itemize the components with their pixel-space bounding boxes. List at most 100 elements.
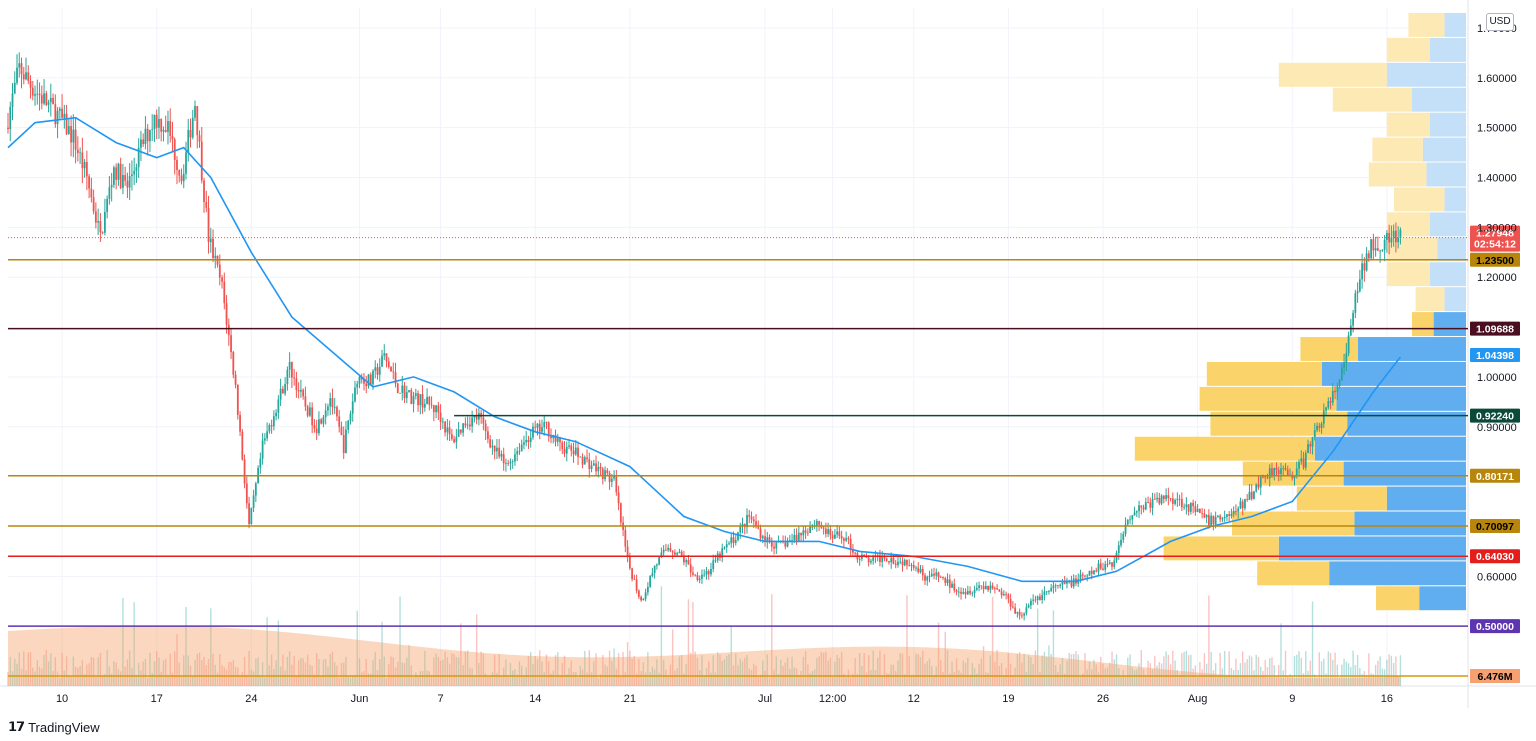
volume-bar <box>374 651 376 686</box>
volume-bar <box>852 673 854 686</box>
volume-bar <box>1363 671 1366 686</box>
volume-bar <box>775 656 778 686</box>
price-axis[interactable]: 1.23500 1.09688 1.04398 0.92240 0.80171 0.700… <box>1470 23 1520 684</box>
volume-bar <box>376 670 379 686</box>
volume-bar <box>899 653 901 686</box>
candle-body <box>642 598 645 601</box>
candle-body <box>1322 410 1325 424</box>
candle-body <box>793 535 796 541</box>
volume-bar <box>160 671 162 686</box>
volume-bar <box>239 675 241 686</box>
tradingview-logo[interactable]: 𝟭𝟳 TradingView <box>8 718 100 736</box>
volume-bar <box>717 652 719 686</box>
volume-bar <box>1077 654 1079 686</box>
candle-body <box>1316 425 1318 431</box>
candle-body <box>1000 591 1003 596</box>
candle-body <box>1061 582 1064 585</box>
candle-body <box>58 108 61 111</box>
volume-bar <box>872 650 874 686</box>
volume-bar <box>708 661 710 686</box>
volume-bar <box>1136 669 1138 686</box>
volume-bar <box>1372 674 1375 686</box>
candle-body <box>383 353 386 356</box>
volume-profile-up <box>1210 411 1348 436</box>
volume-bar <box>1208 595 1210 686</box>
volume-bar <box>557 652 559 686</box>
time-tick-label: 16 <box>1381 693 1393 705</box>
candle-body <box>1174 500 1176 504</box>
volume-bar <box>822 652 825 686</box>
volume-bar <box>304 662 307 686</box>
candle-body <box>867 557 870 563</box>
candle-body <box>320 419 323 424</box>
volume-bar <box>739 658 741 686</box>
volume-bar <box>563 655 566 686</box>
candle-body <box>318 419 320 434</box>
volume-bar <box>1178 674 1181 686</box>
volume-bar <box>1142 669 1145 686</box>
level-label-bg <box>1470 252 1520 267</box>
volume-bar <box>626 641 629 686</box>
volume-profile-down <box>1426 162 1466 187</box>
candle-body <box>599 466 602 469</box>
candle-body <box>604 470 606 480</box>
volume-bar <box>593 661 595 686</box>
candle-body <box>1388 233 1391 243</box>
candle-body <box>939 577 942 578</box>
volume-bar <box>1158 662 1161 686</box>
candle-body <box>588 459 591 469</box>
volume-bar <box>1048 645 1050 686</box>
candle-body <box>1124 524 1127 534</box>
candle-body <box>131 174 133 177</box>
candle-body <box>336 407 338 417</box>
volume-bars <box>7 586 1402 686</box>
volume-bar <box>858 652 861 686</box>
volume-bar <box>230 662 232 686</box>
volume-bar <box>27 652 29 686</box>
volume-bar <box>185 606 187 686</box>
volume-bar <box>768 677 771 686</box>
candle-body <box>921 569 924 576</box>
candle-body <box>194 106 196 118</box>
candle-body <box>764 536 766 542</box>
candle-body <box>1232 510 1235 514</box>
candle-body <box>1041 595 1044 600</box>
candlesticks[interactable] <box>7 52 1402 621</box>
volume-bar <box>412 676 415 686</box>
volume-bar <box>919 657 922 686</box>
candle-body <box>969 590 971 594</box>
candle-body <box>610 478 613 482</box>
candle-body <box>1192 502 1195 507</box>
time-axis[interactable]: 10 17 24 Jun 7 14 21 Jul 12:00 12 19 26 Aug 9 16 <box>56 693 1393 705</box>
volume-bar <box>674 670 676 686</box>
currency-button[interactable]: USD <box>1486 13 1514 31</box>
volume-bar <box>617 653 620 686</box>
volume-bar <box>683 673 685 686</box>
volume-bar <box>989 655 992 686</box>
volume-bar <box>252 671 255 686</box>
candle-body <box>1392 230 1395 238</box>
candle-body <box>957 591 960 593</box>
candle-body <box>1140 505 1143 508</box>
volume-bar <box>7 672 9 686</box>
candle-body <box>1257 484 1260 488</box>
volume-bar <box>475 614 478 686</box>
volume-bar <box>169 653 171 686</box>
volume-profile-up <box>1372 137 1423 162</box>
candle-body <box>847 538 850 539</box>
candle-body <box>1066 581 1068 584</box>
candle-body <box>173 139 176 161</box>
time-tick-label: Jul <box>758 693 772 705</box>
volume-bar <box>1034 650 1037 686</box>
horizontal-levels[interactable] <box>8 237 1468 677</box>
candle-body <box>1367 253 1370 259</box>
candle-body <box>158 119 160 128</box>
candle-body <box>1158 497 1161 504</box>
volume-profile-down <box>1437 237 1466 262</box>
volume-bar <box>171 672 174 686</box>
candle-body <box>99 221 102 233</box>
candle-body <box>815 521 818 526</box>
volume-bar <box>484 673 487 686</box>
volume-bar <box>1185 650 1188 686</box>
